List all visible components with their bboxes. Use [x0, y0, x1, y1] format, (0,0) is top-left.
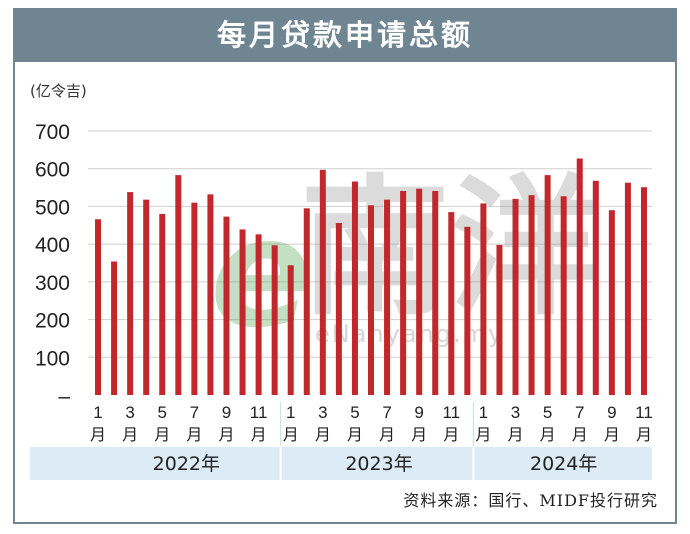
x-tick-month-suffix: 月: [283, 425, 299, 444]
x-tick-month: 9: [414, 403, 423, 422]
bar: [464, 226, 471, 395]
y-tick-label: 300: [35, 272, 70, 295]
year-bands: [30, 400, 652, 480]
y-tick-label: 700: [35, 121, 70, 144]
x-tick-month: 9: [607, 403, 616, 422]
x-tick-month-suffix: 月: [604, 425, 620, 444]
x-tick-month: 1: [93, 403, 102, 422]
bar: [127, 192, 134, 395]
bar: [592, 180, 599, 395]
bar: [303, 208, 310, 395]
bar: [512, 198, 519, 395]
watermark-url: eNanyang.my: [315, 320, 504, 348]
bar: [335, 223, 342, 395]
y-tick-label: 500: [35, 196, 70, 219]
bar: [384, 199, 391, 395]
x-tick-month-suffix: 月: [572, 425, 588, 444]
x-tick-month-suffix: 月: [186, 425, 202, 444]
x-tick-month: 9: [222, 403, 231, 422]
source-note: 资料来源：国行、MIDF投行研究: [403, 491, 658, 510]
bar: [191, 202, 198, 395]
bar: [400, 190, 407, 395]
x-tick-month-suffix: 月: [443, 425, 459, 444]
bar: [351, 181, 358, 395]
x-tick-month: 1: [479, 403, 488, 422]
x-tick-month-suffix: 月: [475, 425, 491, 444]
bar: [319, 169, 326, 395]
bar: [560, 196, 567, 395]
bar: [239, 229, 246, 395]
x-tick-month: 5: [158, 403, 167, 422]
x-axis: 1月3月5月7月9月11月1月3月5月7月9月11月1月3月5月7月9月11月2…: [90, 403, 653, 475]
x-tick-month-suffix: 月: [122, 425, 138, 444]
x-tick-month: 11: [635, 403, 653, 422]
bar: [255, 234, 262, 395]
bar: [448, 212, 455, 395]
year-band: [30, 447, 652, 480]
y-tick-label: 600: [35, 159, 70, 182]
x-tick-month-suffix: 月: [379, 425, 395, 444]
bar: [480, 203, 487, 395]
x-tick-month: 11: [442, 403, 460, 422]
bar: [624, 182, 631, 395]
chart-title: 每月贷款申请总额: [13, 8, 677, 62]
x-tick-month-suffix: 月: [315, 425, 331, 444]
year-label: 2022年: [153, 453, 220, 475]
bar: [576, 158, 583, 395]
x-tick-month-suffix: 月: [90, 425, 106, 444]
bar: [207, 194, 214, 395]
x-tick-month-suffix: 月: [636, 425, 652, 444]
bar: [223, 216, 230, 395]
bar: [528, 195, 535, 395]
x-tick-month-suffix: 月: [347, 425, 363, 444]
x-tick-month: 5: [350, 403, 359, 422]
x-tick-month: 3: [511, 403, 520, 422]
x-tick-month: 7: [382, 403, 391, 422]
x-tick-month-suffix: 月: [540, 425, 556, 444]
bar: [287, 265, 294, 395]
x-tick-month: 3: [318, 403, 327, 422]
x-tick-month: 1: [286, 403, 295, 422]
x-tick-month-suffix: 月: [251, 425, 267, 444]
y-tick-label: 100: [35, 347, 70, 370]
bar: [271, 245, 278, 395]
year-label: 2024年: [530, 453, 597, 475]
y-axis: – 100 200 300 400 500 600 700: [35, 121, 70, 408]
y-tick-label: 200: [35, 310, 70, 333]
x-tick-month-suffix: 月: [411, 425, 427, 444]
x-tick-month: 7: [575, 403, 584, 422]
x-tick-month-suffix: 月: [508, 425, 524, 444]
x-tick-month-suffix: 月: [154, 425, 170, 444]
unit-label: (亿令吉): [30, 82, 87, 100]
bar: [544, 175, 551, 395]
year-label: 2023年: [345, 453, 412, 475]
x-tick-month: 5: [543, 403, 552, 422]
bar: [143, 199, 150, 395]
bars: [95, 158, 647, 395]
x-tick-month: 11: [250, 403, 268, 422]
bar: [640, 187, 647, 395]
bar: [95, 219, 102, 395]
x-tick-month-suffix: 月: [218, 425, 234, 444]
bar: [432, 190, 439, 395]
bar: [496, 244, 503, 395]
bar: [416, 188, 423, 395]
y-tick-label: 400: [35, 234, 70, 257]
x-tick-month: 3: [125, 403, 134, 422]
bar: [608, 210, 615, 395]
bar: [368, 205, 374, 395]
x-tick-month: 7: [190, 403, 199, 422]
y-tick-label: –: [58, 385, 70, 408]
bar: [111, 261, 118, 395]
bar: [159, 213, 166, 395]
bar: [175, 175, 182, 395]
